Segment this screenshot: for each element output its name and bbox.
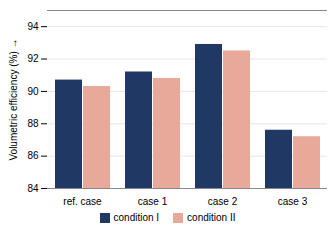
html-text:condition II: condition II: [187, 212, 236, 223]
svg-text:ref. case: ref. case: [63, 196, 102, 207]
svg-text:case 2: case 2: [208, 196, 238, 207]
svg-text:94: 94: [27, 21, 39, 32]
svg-text:84: 84: [27, 183, 39, 194]
html-text:condition I: condition I: [113, 212, 160, 223]
svg-text:90: 90: [27, 86, 39, 97]
svg-text:Volumetric efficiency (%) →: Volumetric efficiency (%) →: [8, 38, 19, 160]
svg-text:case 1: case 1: [138, 196, 168, 207]
svg-text:88: 88: [27, 118, 39, 129]
svg-text:case 3: case 3: [278, 196, 308, 207]
svg-text:92: 92: [27, 53, 39, 64]
svg-text:86: 86: [27, 150, 39, 161]
